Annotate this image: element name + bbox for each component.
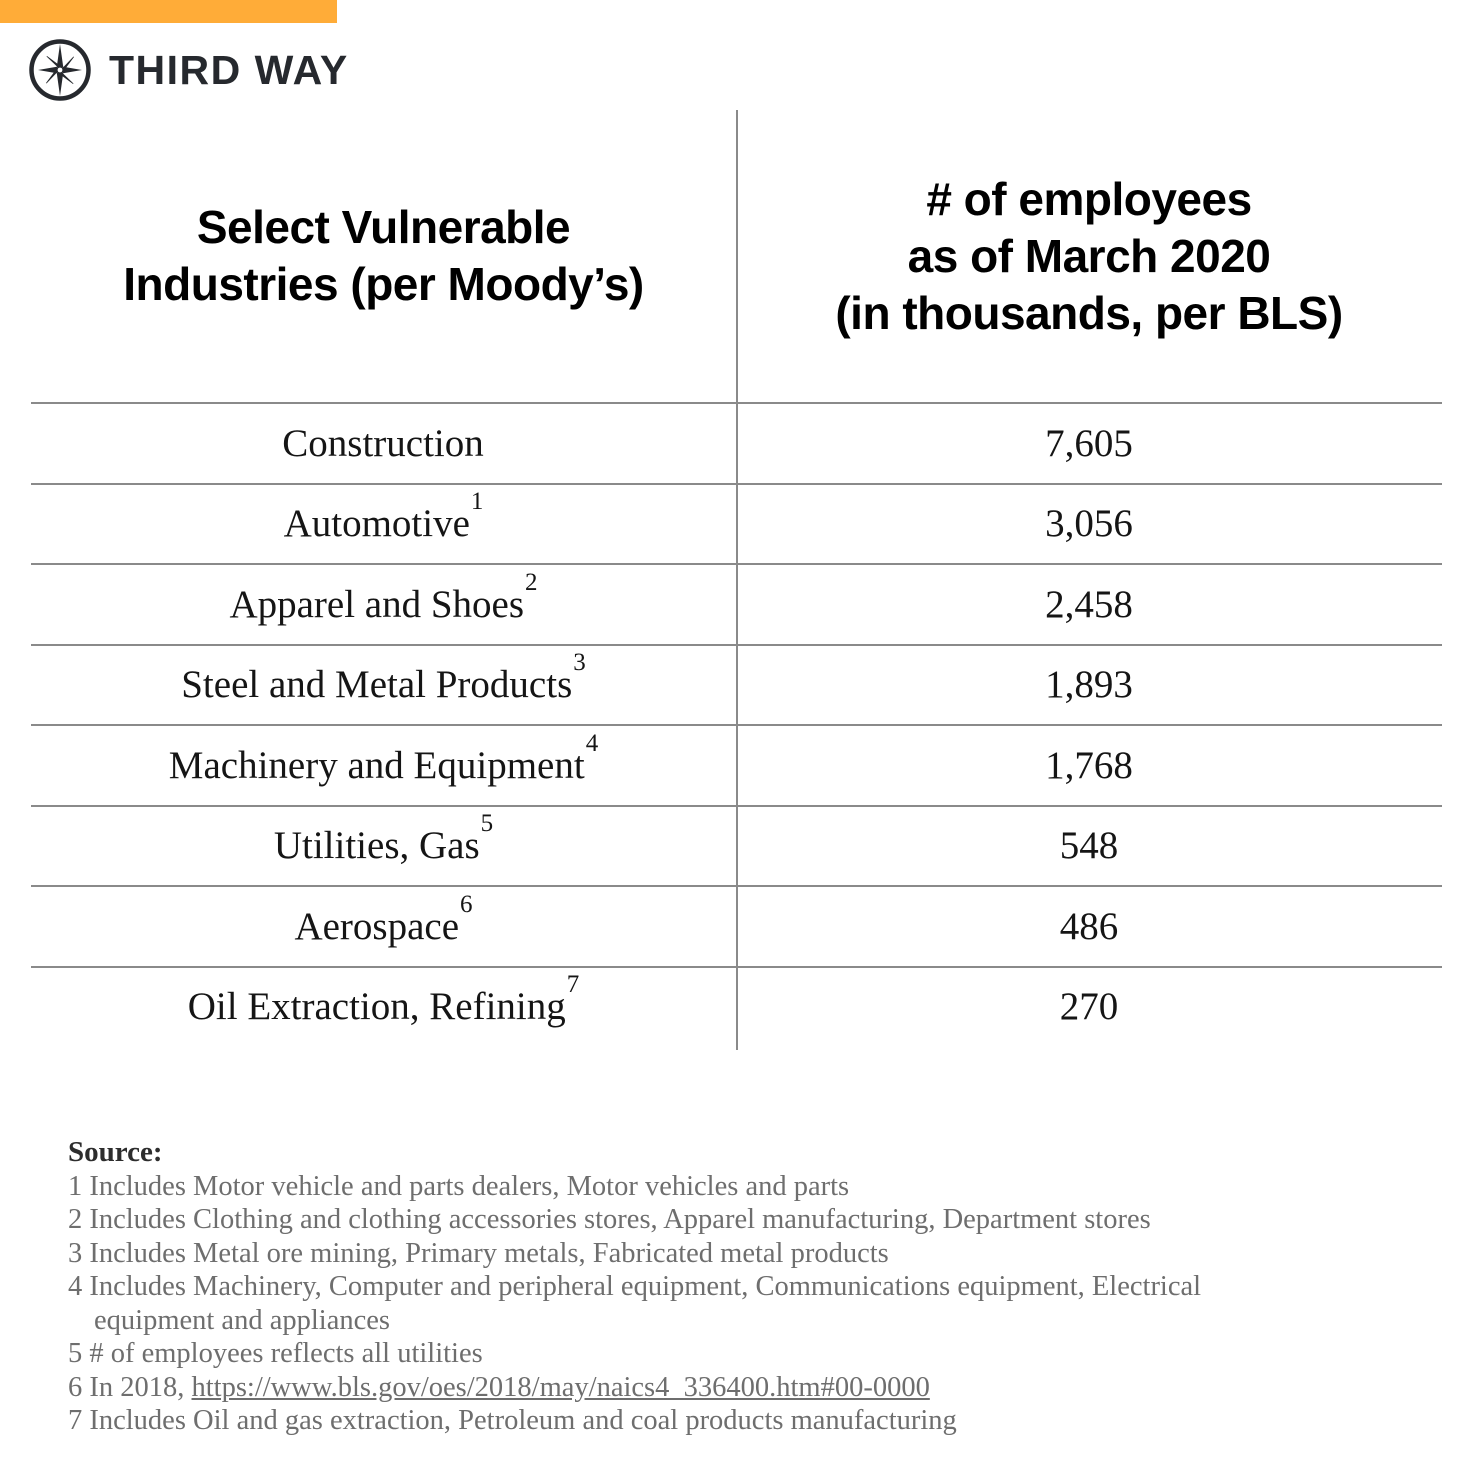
table-body: Construction 7,605 Automotive1 3,056 App… [31, 402, 1442, 1046]
table-row: Apparel and Shoes2 2,458 [31, 563, 1442, 644]
employees-cell: 3,056 [1045, 502, 1133, 546]
employees-cell: 486 [1059, 904, 1119, 948]
footnote-marker: 7 [566, 971, 580, 999]
column-header-industries: Select Vulnerable Industries (per Moody’… [31, 110, 736, 402]
employees-cell: 2,458 [1045, 582, 1133, 626]
footnote-marker: 2 [525, 568, 538, 596]
header-line: Select Vulnerable [196, 201, 571, 253]
industry-cell: Machinery and Equipment4 [168, 729, 599, 787]
industry-cell: Apparel and Shoes2 [229, 568, 538, 626]
table-row: Machinery and Equipment4 1,768 [31, 724, 1442, 805]
footnote-1: 1 Includes Motor vehicle and parts deale… [68, 1170, 850, 1202]
footnote-7: 7 Includes Oil and gas extraction, Petro… [68, 1405, 957, 1436]
table-row: Oil Extraction, Refining7 270 [31, 965, 1442, 1047]
footnote-5: 5 # of employees reflects all utilities [68, 1338, 483, 1369]
bls-link[interactable]: https://www.bls.gov/oes/2018/may/naics4_… [191, 1371, 930, 1403]
footnote-marker: 6 [460, 890, 473, 918]
accent-bar [0, 0, 337, 23]
table-row: Utilities, Gas5 548 [31, 804, 1442, 886]
industry-cell: Construction [282, 421, 484, 465]
compass-logo-icon [28, 38, 92, 102]
table-row: Steel and Metal Products3 1,893 [31, 643, 1442, 725]
footnote-marker: 5 [480, 810, 494, 838]
table-row: Automotive1 3,056 [31, 482, 1442, 564]
footnote-marker: 4 [585, 729, 599, 757]
footnote-2: 2 Includes Clothing and clothing accesso… [68, 1204, 1151, 1235]
employees-cell: 270 [1059, 985, 1119, 1029]
industry-cell: Steel and Metal Products3 [181, 649, 586, 707]
header-line: Industries (per Moody’s) [123, 258, 644, 310]
industry-cell: Aerospace6 [294, 890, 473, 948]
footnote-marker: 1 [470, 488, 484, 516]
footnote-6-prefix: 6 In 2018, [68, 1371, 192, 1403]
employees-cell: 7,605 [1045, 421, 1133, 465]
header-line: as of March 2020 [907, 229, 1271, 282]
source-section: Source: 1 Includes Motor vehicle and par… [68, 1136, 1288, 1438]
column-header-employees: # of employees as of March 2020 (in thou… [736, 110, 1442, 402]
footnote-6: 6 In 2018, https://www.bls.gov/oes/2018/… [68, 1371, 1288, 1405]
industry-cell: Automotive1 [283, 488, 484, 546]
table-row: Aerospace6 486 [31, 885, 1442, 966]
industry-cell: Utilities, Gas5 [273, 810, 494, 868]
header-line: (in thousands, per BLS) [835, 286, 1343, 339]
brand-name: THIRD WAY [109, 46, 349, 93]
footnote-4: 4 Includes Machinery, Computer and perip… [68, 1271, 1202, 1336]
source-label: Source: [68, 1136, 163, 1168]
header-line: # of employees [926, 172, 1252, 225]
employees-cell: 1,893 [1045, 663, 1133, 707]
industry-cell: Oil Extraction, Refining7 [187, 971, 580, 1029]
brand-header: THIRD WAY [28, 38, 349, 102]
column-divider [736, 110, 738, 1050]
footnote-3: 3 Includes Metal ore mining, Primary met… [68, 1237, 889, 1269]
footnote-marker: 3 [573, 649, 586, 677]
table-row: Construction 7,605 [31, 402, 1442, 483]
employees-cell: 548 [1059, 824, 1119, 868]
table-header-row: Select Vulnerable Industries (per Moody’… [31, 110, 1442, 402]
employees-cell: 1,768 [1045, 743, 1133, 787]
